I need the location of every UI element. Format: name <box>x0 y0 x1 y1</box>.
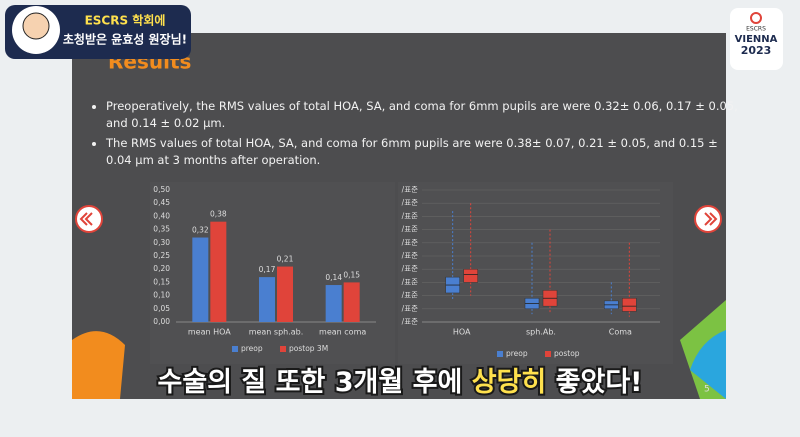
x-tick-label: sph.Ab. <box>526 328 556 337</box>
y-tick-label: 0,05 <box>153 304 170 313</box>
y-tick-label: /표준 <box>402 304 418 313</box>
y-tick-label: /표준 <box>402 211 418 220</box>
y-tick-label: /표준 <box>402 225 418 234</box>
y-tick-label: 0,15 <box>153 277 170 286</box>
badge-line: 초청받은 윤효성 원장님! <box>63 32 187 47</box>
legend-label: preop <box>506 349 528 358</box>
y-tick-label: /표준 <box>402 198 418 207</box>
avatar-face <box>22 12 50 40</box>
legend-swatch <box>497 351 503 357</box>
bullet: Preoperatively, the RMS values of total … <box>106 98 746 132</box>
y-tick-label: /표준 <box>402 317 418 326</box>
legend-swatch <box>232 346 238 352</box>
value-label: 0,21 <box>277 255 294 264</box>
bullet-list: Preoperatively, the RMS values of total … <box>86 98 746 172</box>
value-label: 0,14 <box>325 273 342 282</box>
value-label: 0,32 <box>192 226 209 235</box>
bar <box>343 282 360 322</box>
logo-org: ESCRS <box>746 26 766 33</box>
caption: 수술의 질 또한 3개월 후에 상당히 좋았다! <box>158 367 643 398</box>
bar <box>259 277 275 322</box>
legend-swatch <box>280 346 286 352</box>
y-tick-label: 0,35 <box>153 225 170 234</box>
x-tick-label: HOA <box>453 328 471 337</box>
legend-swatch <box>545 351 551 357</box>
slide-deco <box>72 331 125 399</box>
y-tick-label: 0,30 <box>153 238 170 247</box>
y-tick-label: /표준 <box>402 264 418 273</box>
value-label: 0,17 <box>259 265 276 274</box>
y-tick-label: 0,40 <box>153 211 170 220</box>
y-tick-label: /표준 <box>402 185 418 194</box>
y-tick-label: /표준 <box>402 277 418 286</box>
x-tick-label: mean coma <box>319 328 366 337</box>
y-tick-label: 0,00 <box>153 317 170 326</box>
prev-button[interactable] <box>75 205 103 233</box>
badge-line: ESCRS 학회에 <box>85 13 166 28</box>
box <box>463 268 478 283</box>
x-tick-label: mean HOA <box>188 328 231 337</box>
y-tick-label: /표준 <box>402 251 418 260</box>
box <box>622 297 637 312</box>
x-tick-label: mean sph.ab. <box>249 328 304 337</box>
logo-icon <box>750 12 762 24</box>
value-label: 0,15 <box>343 270 360 279</box>
caption-segment: 좋았다! <box>546 367 642 398</box>
x-tick-label: Coma <box>609 328 632 337</box>
bar <box>192 237 209 322</box>
y-tick-label: /표준 <box>402 238 418 247</box>
legend-label: preop <box>241 344 263 353</box>
next-button[interactable] <box>694 205 722 233</box>
caption-segment: 상당히 <box>472 367 547 398</box>
box-chart-area <box>398 182 673 364</box>
legend-label: postop 3M <box>289 344 328 353</box>
y-tick-label: /표준 <box>402 291 418 300</box>
logo-box <box>730 8 783 70</box>
value-label: 0,38 <box>210 210 227 219</box>
bullet: The RMS values of total HOA, SA, and com… <box>106 135 746 169</box>
y-tick-label: 0,20 <box>153 264 170 273</box>
logo-city: VIENNA <box>735 34 778 45</box>
bar <box>325 285 342 322</box>
logo-year: 2023 <box>741 44 772 57</box>
bar <box>277 266 293 322</box>
bar-chart-area <box>150 182 395 364</box>
y-tick-label: 0,10 <box>153 291 170 300</box>
y-tick-label: 0,25 <box>153 251 170 260</box>
slide-deco <box>690 330 726 399</box>
y-tick-label: 0,50 <box>153 185 170 194</box>
bar <box>210 221 227 322</box>
page-number: 5 <box>704 385 710 395</box>
legend-label: postop <box>554 349 580 358</box>
caption-segment: 수술의 질 또한 3개월 후에 <box>158 367 472 398</box>
y-tick-label: 0,45 <box>153 198 170 207</box>
